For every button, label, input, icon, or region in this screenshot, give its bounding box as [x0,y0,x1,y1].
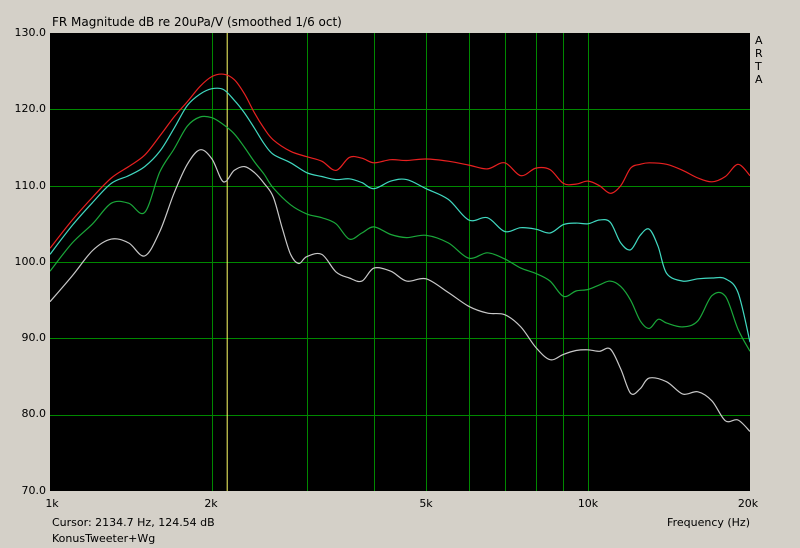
grid-lines [50,33,750,491]
cursor-readout: Cursor: 2134.7 Hz, 124.54 dB [52,516,215,529]
x-tick-label: 10k [577,497,599,510]
y-tick-label: 120.0 [14,102,47,115]
series-line-1 [50,73,750,249]
series-line-4 [50,149,750,432]
series-lines [50,73,750,432]
series-line-2 [50,87,750,343]
x-axis-label: Frequency (Hz) [667,516,750,529]
y-tick-label: 90.0 [21,331,47,344]
watermark-letter: A [755,34,763,47]
y-tick-label: 70.0 [21,484,47,497]
y-tick-label: 110.0 [14,179,47,192]
x-tick-label: 20k [737,497,759,510]
watermark-letter: T [755,60,762,73]
chart-title: FR Magnitude dB re 20uPa/V (smoothed 1/6… [52,15,342,29]
y-tick-label: 130.0 [14,26,47,39]
plot-area[interactable] [50,33,750,491]
y-tick-label: 80.0 [21,407,47,420]
y-tick-label: 100.0 [14,255,47,268]
x-tick-label: 5k [419,497,433,510]
measurement-name: KonusTweeter+Wg [52,532,156,545]
x-tick-label: 2k [204,497,218,510]
watermark-letter: R [755,47,763,60]
series-line-3 [50,115,750,352]
x-tick-label: 1k [45,497,59,510]
watermark-letter: A [755,73,763,86]
